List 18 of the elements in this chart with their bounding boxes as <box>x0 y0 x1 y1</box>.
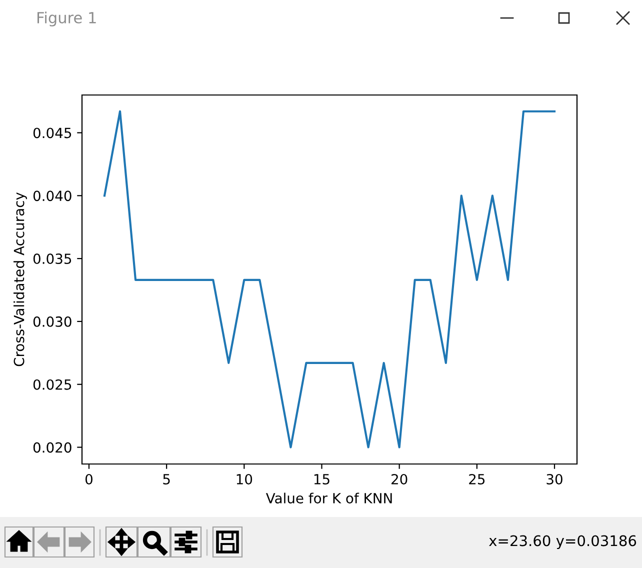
y-tick-label: 0.045 <box>33 128 72 138</box>
x-tick-label: 30 <box>546 474 562 484</box>
x-tick-label: 25 <box>469 474 485 484</box>
y-tick-label: 0.030 <box>33 316 72 327</box>
y-axis-title: Cross-Validated Accuracy <box>14 192 27 366</box>
text: x=23.60 y=0.03186 <box>489 535 636 550</box>
line-series <box>103 110 556 448</box>
y-tick-label: 0.020 <box>33 442 72 453</box>
x-tick-label: 10 <box>236 474 252 484</box>
x-axis-title: Value for K of KNN <box>266 492 392 504</box>
x-tick-label: 5 <box>163 474 170 484</box>
x-tick-label: 15 <box>314 474 330 484</box>
y-tick-label: 0.040 <box>33 190 72 202</box>
y-tick-label: 0.035 <box>33 254 72 264</box>
x-tick-label: 0 <box>85 474 92 484</box>
y-tick-label: 0.025 <box>33 379 72 390</box>
x-tick-label: 20 <box>392 474 408 484</box>
chart-title: Figure 1 <box>38 12 96 26</box>
